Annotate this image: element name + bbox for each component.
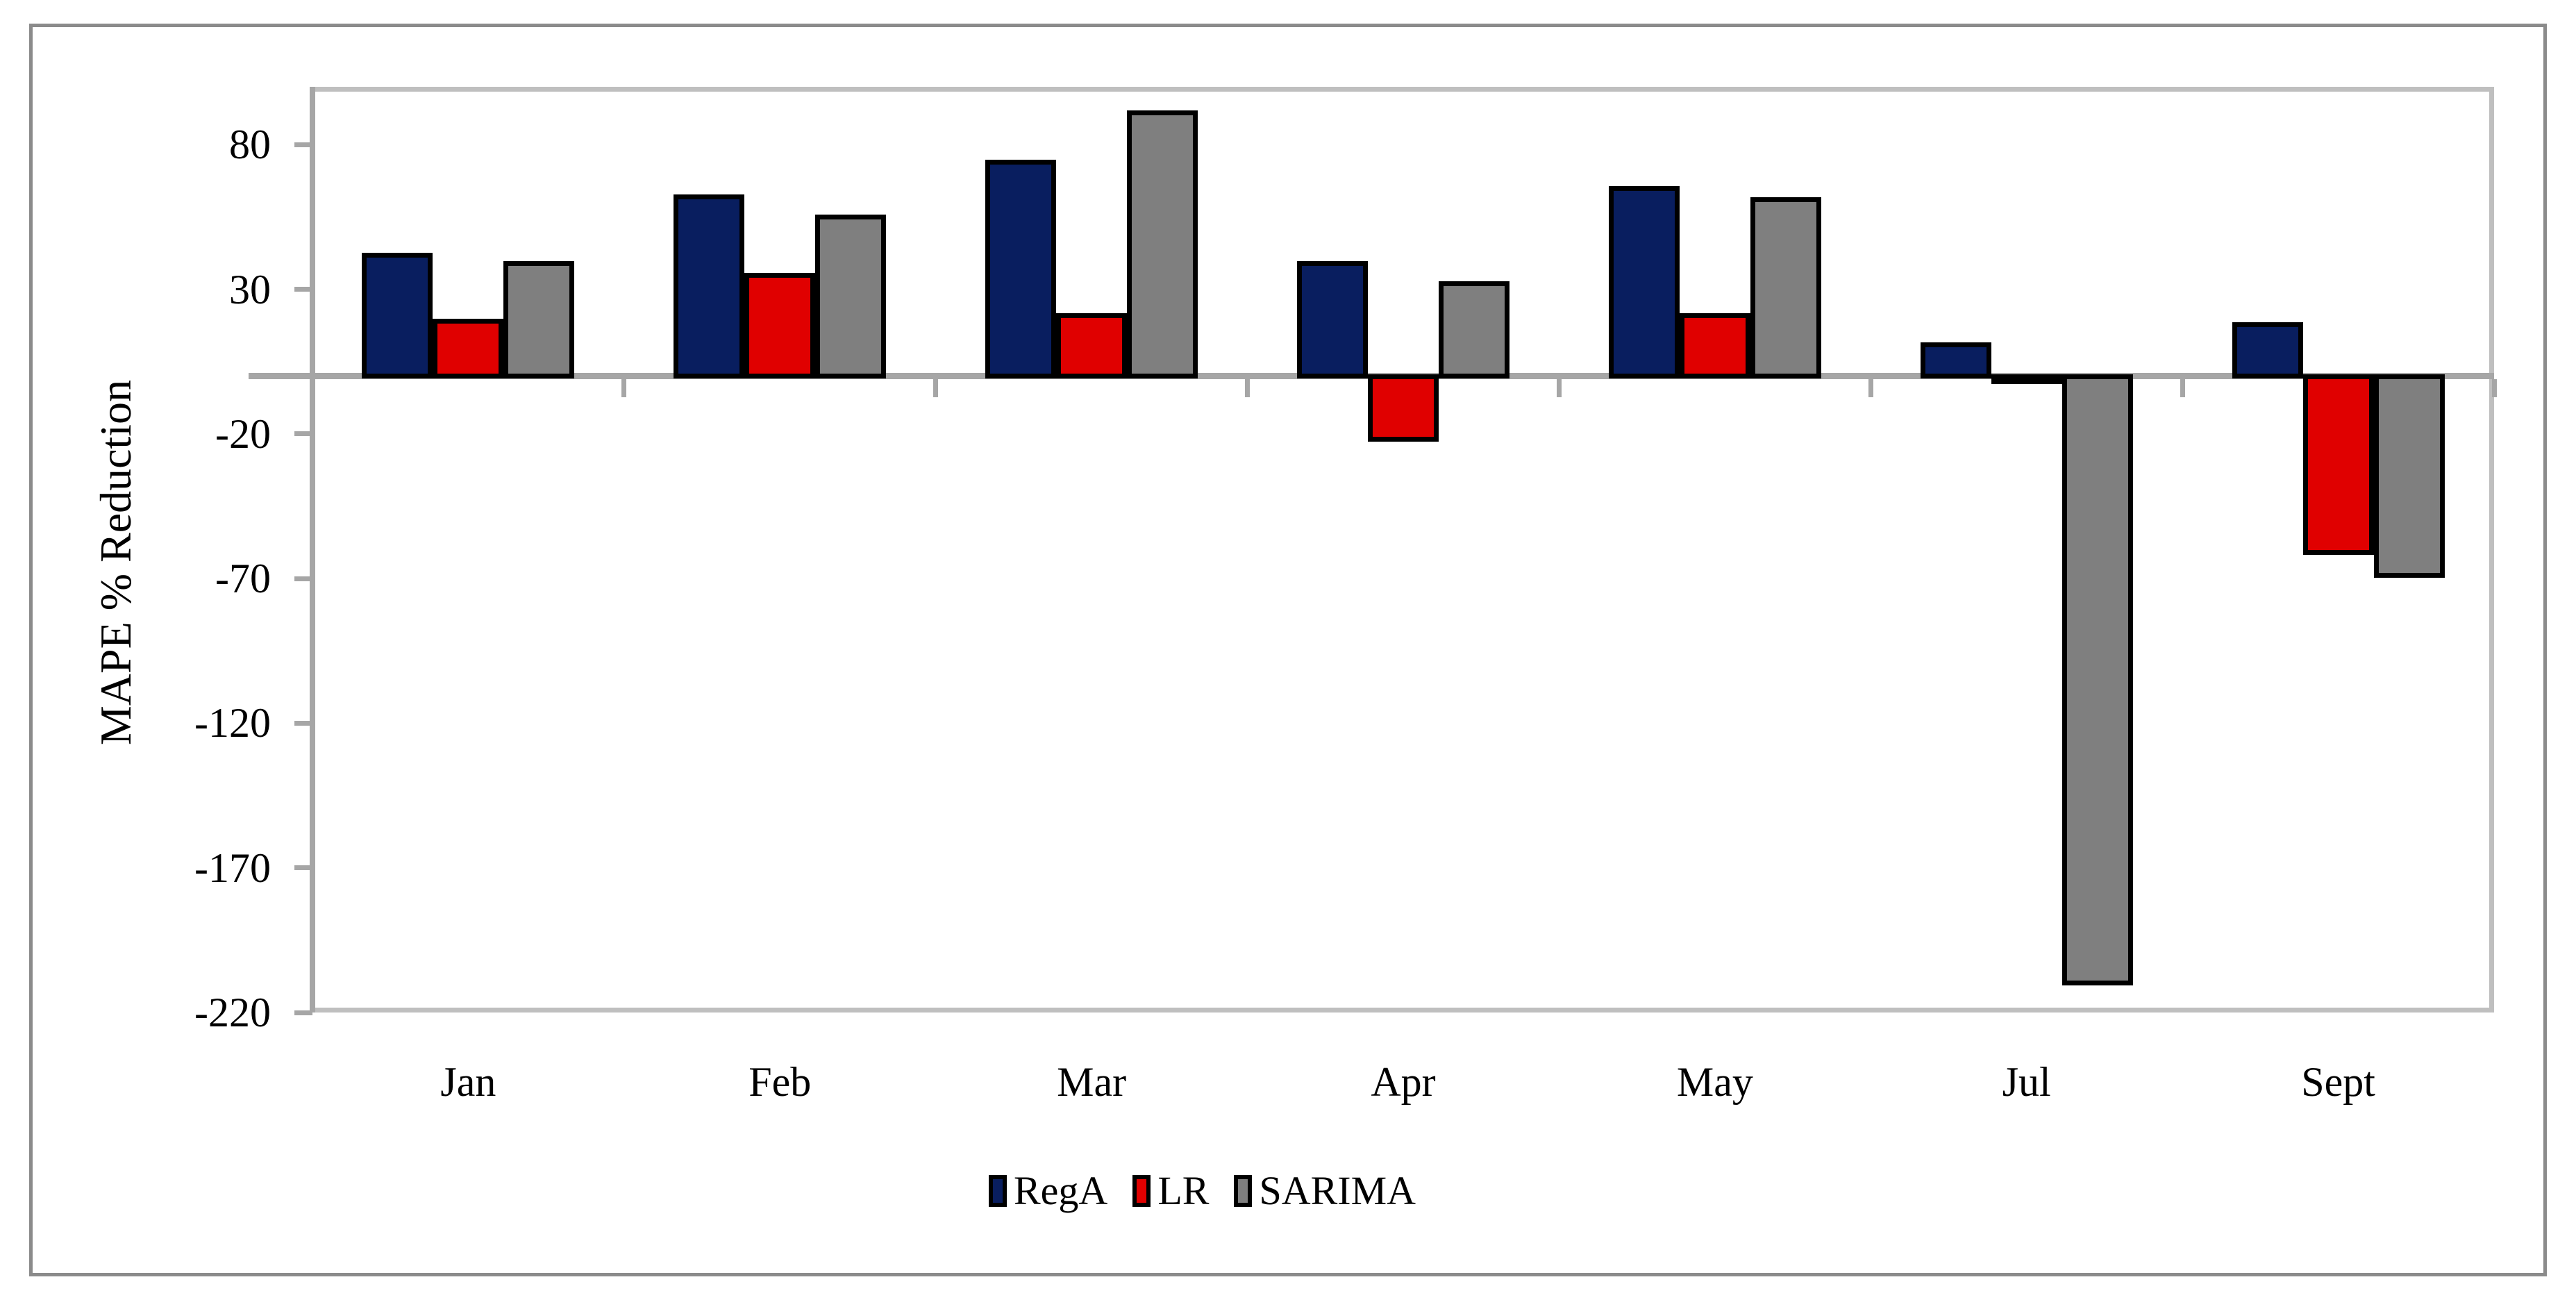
bar-rega-apr [1297,261,1368,378]
bar-rega-sept [2232,322,2303,378]
y-axis-tick-label: 30 [229,266,271,312]
legend-label: LR [1157,1168,1210,1213]
legend-swatch-lr [1132,1175,1151,1207]
bar-sarima-apr [1439,281,1509,378]
bar-rega-jul [1920,342,1991,378]
bar-lr-feb [744,272,816,378]
x-axis-tick [2491,378,2497,397]
x-axis-tick [933,378,939,397]
x-axis-tick [1868,378,1873,397]
figure-border [29,24,2547,1276]
x-axis-category-label: May [1676,1059,1753,1105]
x-axis-tick [1245,378,1251,397]
x-axis-tick [1556,378,1562,397]
legend-item-lr: LR [1132,1167,1209,1215]
x-axis-tick [621,378,627,397]
bar-lr-apr [1368,374,1439,442]
y-axis-tick-label: -220 [194,990,271,1035]
legend: RegA LR SARIMA [989,1167,1416,1215]
x-axis-category-label: Sept [2301,1059,2375,1105]
legend-label: SARIMA [1259,1168,1416,1213]
x-axis-category-label: Feb [748,1059,812,1105]
bar-sarima-jul [2061,374,2133,986]
legend-swatch-sarima [1234,1175,1253,1207]
x-axis-tick [2180,378,2185,397]
y-axis-tick-label: -170 [194,844,271,891]
y-axis-tick [294,431,312,437]
x-axis-category-label: Jan [440,1059,496,1105]
x-axis-category-label: Apr [1371,1059,1436,1105]
bar-rega-may [1608,185,1680,378]
legend-item-rega: RegA [989,1167,1107,1215]
bar-sarima-mar [1127,110,1198,378]
x-axis-tick [310,378,315,397]
y-axis-tick-label: -120 [194,700,271,747]
legend-label: RegA [1014,1168,1108,1213]
bar-rega-mar [985,160,1057,378]
bar-lr-jan [433,319,504,378]
y-axis-tick-label: -70 [215,556,271,602]
legend-item-sarima: SARIMA [1234,1167,1416,1215]
y-axis-title: MAPE % Reduction [91,379,140,746]
bar-sarima-sept [2373,374,2445,578]
bar-sarima-jan [503,261,575,378]
bar-rega-feb [674,194,745,378]
y-axis-tick [294,865,312,871]
y-axis-tick [294,287,312,292]
bar-rega-jan [362,252,433,378]
y-axis-tick [294,576,312,581]
bar-sarima-feb [815,215,887,378]
y-axis-line [310,87,315,1012]
bar-lr-may [1679,313,1750,378]
bar-lr-jul [1991,374,2062,384]
y-axis-tick-label: 80 [229,122,271,168]
bar-sarima-may [1750,197,1821,378]
bar-lr-sept [2302,374,2374,555]
y-axis-tick-label: -20 [215,410,271,457]
legend-swatch-rega [989,1175,1007,1207]
x-axis-category-label: Mar [1057,1059,1127,1105]
x-axis-category-label: Jul [2002,1059,2051,1105]
y-axis-tick [294,1010,312,1015]
y-axis-tick [294,142,312,147]
plot-area [312,87,2494,1012]
y-axis-tick [294,720,312,726]
bar-lr-mar [1056,313,1128,378]
